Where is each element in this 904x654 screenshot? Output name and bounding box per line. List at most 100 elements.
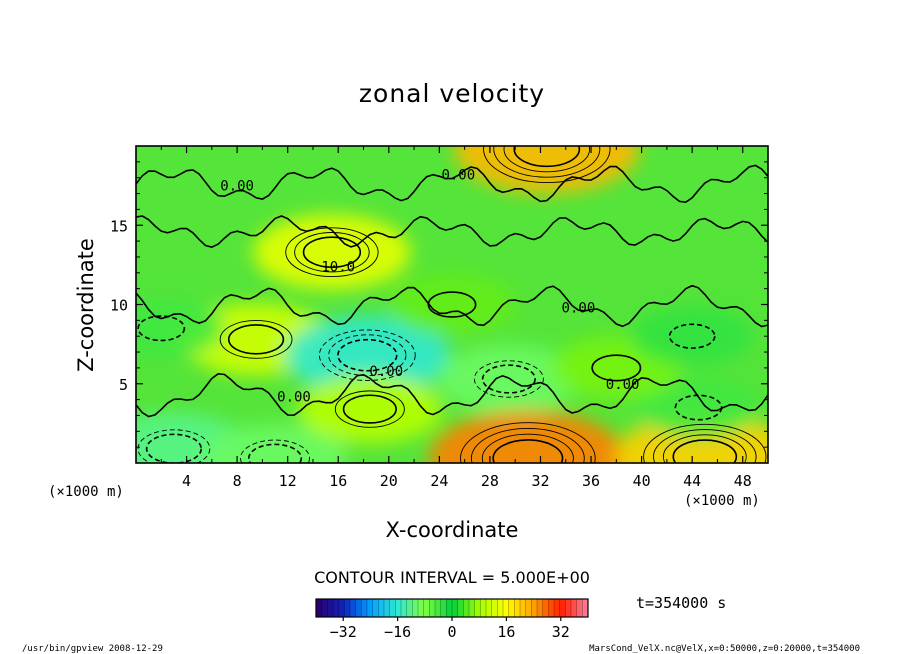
contour-line-9-1 — [342, 394, 397, 424]
contour-line-4-1 — [513, 146, 581, 168]
footer-right-text: MarsCond_VelX.nc@VelX,x=0:50000,z=0:2000… — [589, 644, 860, 654]
zero-contour-2 — [136, 284, 768, 328]
colorbar-cell — [582, 599, 589, 617]
contour-line-0-1 — [227, 324, 285, 355]
contour-line-4-4 — [483, 146, 611, 184]
colorbar-cell — [508, 599, 515, 617]
x-tick-label-9: 40 — [633, 472, 651, 490]
colorbar-cell — [321, 599, 328, 617]
field-feature-8 — [202, 423, 348, 463]
colorbar-cell — [355, 599, 362, 617]
contour-line-6-3 — [653, 429, 757, 463]
x-tick-label-1: 8 — [233, 472, 242, 490]
colorbar-cell — [389, 599, 396, 617]
colorbar-cell — [401, 599, 408, 617]
contour-line-7-1 — [145, 433, 203, 463]
colorbar-cell — [423, 599, 430, 617]
colorbar-cell — [571, 599, 578, 617]
colorbar-cell — [378, 599, 385, 617]
x-axis-label: X-coordinate — [386, 518, 519, 542]
colorbar-cell — [497, 599, 504, 617]
colorbar-cell — [429, 599, 436, 617]
contour-line-6-2 — [662, 434, 747, 463]
x-tick-label-10: 44 — [683, 472, 701, 490]
contour-interval-label: CONTOUR INTERVAL = 5.000E+00 — [314, 568, 590, 587]
contour-line-0-2 — [219, 319, 293, 359]
contour-line-8-2 — [240, 439, 311, 463]
colorbar-cell — [542, 599, 549, 617]
colorbar-cell — [514, 599, 521, 617]
colorbar-tick-label-3: 16 — [497, 623, 515, 641]
contour-line-5-1 — [492, 439, 564, 463]
colorbar-cell — [418, 599, 425, 617]
x-tick-label-8: 36 — [582, 472, 600, 490]
colorbar-cell — [367, 599, 374, 617]
colorbar-cell — [480, 599, 487, 617]
contour-line-4-2 — [503, 146, 591, 173]
colorbar-cell — [406, 599, 413, 617]
colorbar-cell — [525, 599, 532, 617]
contour-line-13-1 — [668, 323, 716, 349]
y-tick-label-1: 10 — [110, 297, 128, 315]
colorbar-cell — [491, 599, 498, 617]
x-axis-unit-left: (×1000 m) — [48, 484, 124, 500]
colorbar-cell — [440, 599, 447, 617]
field-feature-1 — [252, 214, 411, 291]
x-tick-label-4: 20 — [380, 472, 398, 490]
colorbar-cell — [548, 599, 555, 617]
colorbar-cell — [384, 599, 391, 617]
colorbar-cell — [361, 599, 368, 617]
contour-label-3: 0.00 — [562, 301, 596, 317]
contour-line-3-2 — [473, 360, 544, 398]
contour-line-9-2 — [334, 390, 405, 428]
colorbar-cell — [395, 599, 402, 617]
contour-line-1-3 — [285, 227, 379, 278]
colorbar-cell — [350, 599, 357, 617]
contour-line-4-3 — [493, 146, 601, 178]
zero-contour-1 — [136, 215, 768, 249]
colorbar-cell — [327, 599, 334, 617]
y-tick-label-0: 5 — [119, 376, 128, 394]
contour-line-7-2 — [137, 429, 211, 463]
x-tick-label-6: 28 — [481, 472, 499, 490]
colorbar-cell — [344, 599, 351, 617]
contour-line-5-3 — [470, 427, 585, 463]
contour-line-3-1 — [481, 364, 536, 394]
field-feature-13 — [631, 307, 753, 366]
contour-line-2-3 — [318, 329, 416, 381]
contour-label-1: 0.00 — [441, 168, 475, 184]
contour-label-0: 0.00 — [220, 179, 254, 195]
colorbar-tick-label-1: −16 — [384, 623, 411, 641]
contour-label-2: 10.0 — [321, 259, 355, 275]
x-axis-unit-right: (×1000 m) — [684, 493, 760, 509]
contour-line-2-1 — [337, 338, 398, 372]
contour-line-2-2 — [328, 334, 407, 377]
colorbar-cell — [412, 599, 419, 617]
colorbar-tick-label-4: 32 — [552, 623, 570, 641]
y-tick-label-2: 15 — [110, 217, 128, 235]
field-feature-14 — [388, 273, 516, 336]
contour-line-12-1 — [591, 354, 642, 382]
contour-line-1-2 — [294, 232, 370, 273]
contour-line-6-1 — [672, 439, 738, 463]
colorbar-cell — [452, 599, 459, 617]
contour-line-11-1 — [137, 315, 186, 342]
field-feature-5 — [428, 410, 627, 463]
field-feature-11 — [136, 298, 224, 359]
colorbar-tick-label-0: −32 — [330, 623, 357, 641]
contour-line-6-4 — [643, 423, 767, 463]
colorbar-cell — [503, 599, 510, 617]
colorbar-cell — [372, 599, 379, 617]
contour-line-8-1 — [247, 443, 303, 463]
x-tick-label-0: 4 — [182, 472, 191, 490]
x-tick-label-11: 48 — [734, 472, 752, 490]
colorbar-cell — [463, 599, 470, 617]
colorbar-cell — [486, 599, 493, 617]
x-tick-label-2: 12 — [279, 472, 297, 490]
colorbar-cell — [565, 599, 572, 617]
zero-contour-3 — [136, 372, 768, 418]
colorbar-cell — [469, 599, 476, 617]
contour-label-4: 0.00 — [369, 364, 403, 380]
footer-left-text: /usr/bin/gpview 2008-12-29 — [22, 644, 163, 654]
